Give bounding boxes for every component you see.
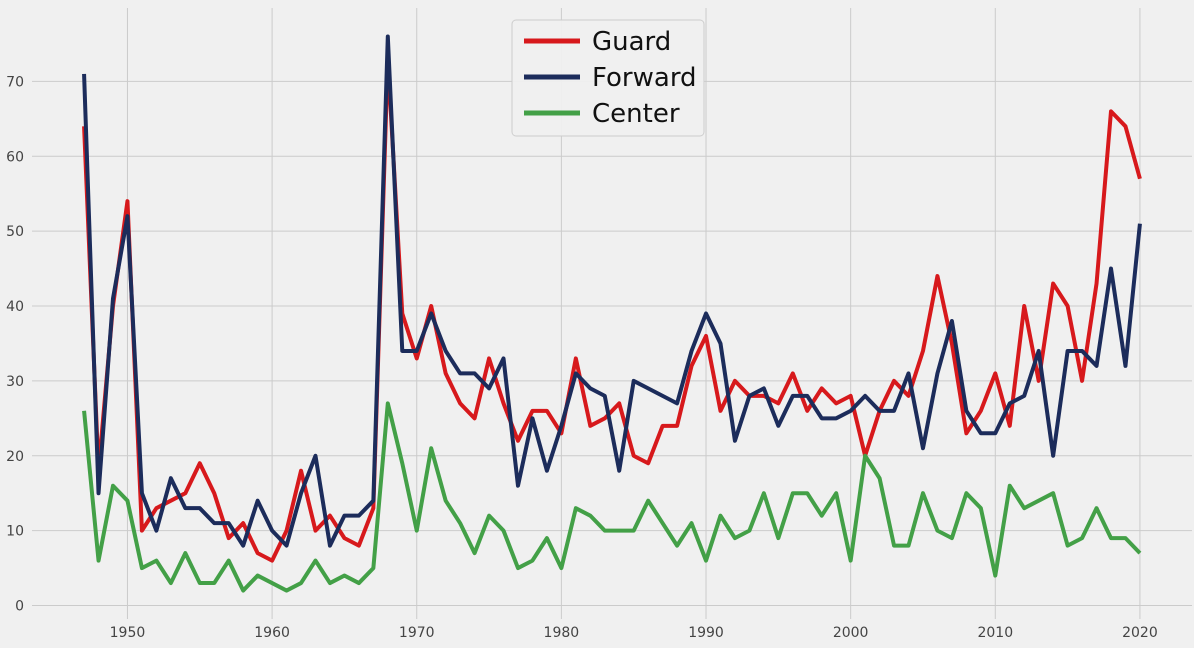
x-tick-label: 1980 [544, 625, 580, 641]
x-tick-label: 1990 [688, 625, 724, 641]
legend-box [511, 19, 705, 137]
y-tick-label: 30 [6, 374, 24, 390]
series-line-guard [82, 56, 1142, 563]
y-tick-label: 20 [6, 449, 24, 465]
series-line-center [82, 401, 1142, 593]
legend: Guard Forward Center [511, 19, 705, 137]
x-tick-label: 2010 [977, 625, 1013, 641]
y-tick-label: 40 [6, 299, 24, 315]
x-tick-label: 1970 [399, 625, 435, 641]
y-tick-label: 70 [6, 74, 24, 90]
legend-label-forward: Forward [592, 63, 697, 93]
x-tick-label: 1960 [254, 625, 290, 641]
x-tick-label: 1950 [110, 625, 146, 641]
x-tick-label: 2000 [833, 625, 869, 641]
y-tick-label: 10 [6, 524, 24, 540]
y-tick-label: 0 [15, 599, 24, 615]
series-line-forward [82, 34, 1142, 548]
x-tick-label: 2020 [1122, 625, 1158, 641]
y-tick-label: 60 [6, 149, 24, 165]
series-lines [82, 34, 1142, 593]
tick-labels: 1950 1960 1970 1980 1990 2000 2010 2020 0 10 20 30 4… [6, 74, 1158, 641]
legend-label-center: Center [592, 99, 680, 129]
legend-label-guard: Guard [592, 27, 671, 57]
y-tick-label: 50 [6, 224, 24, 240]
